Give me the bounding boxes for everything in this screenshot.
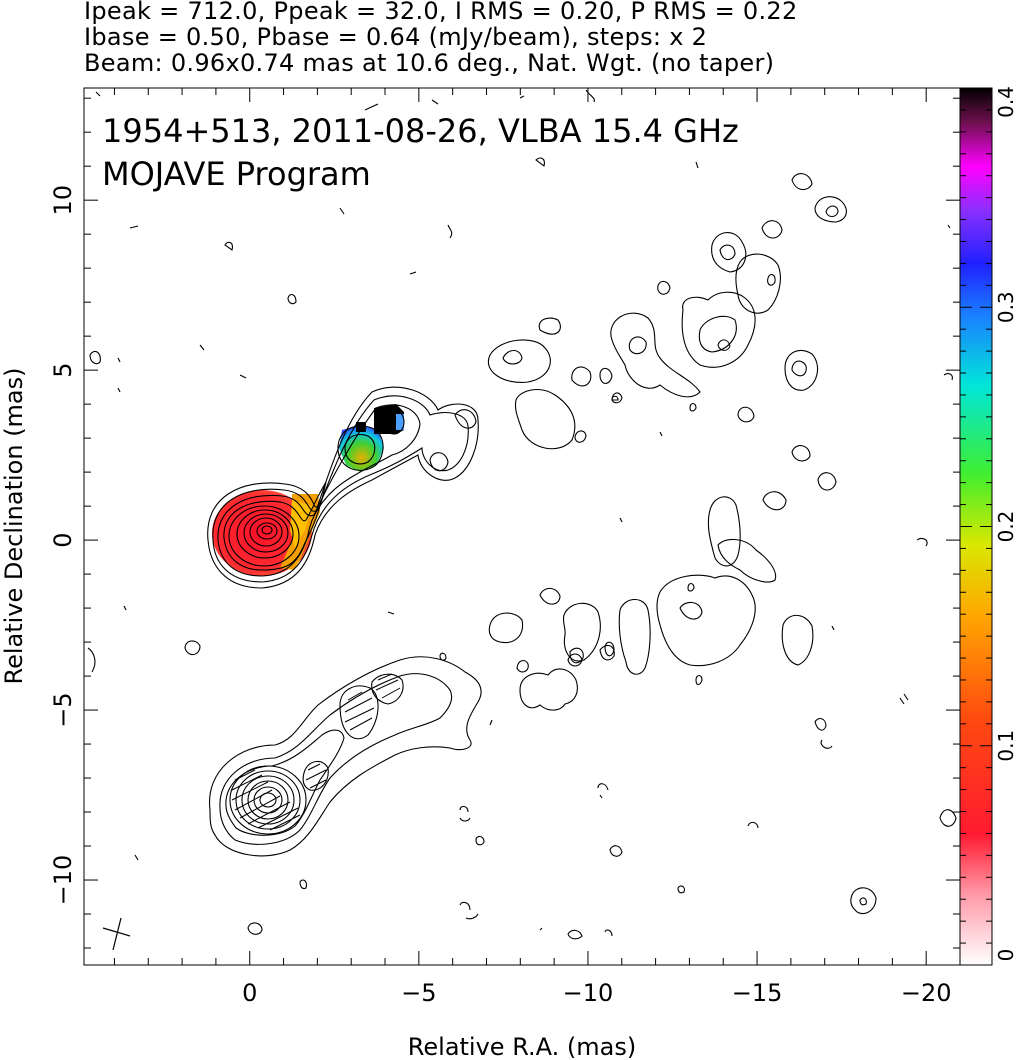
stokes-i-map xyxy=(87,640,957,940)
y-tick-label: 10 xyxy=(49,185,77,216)
x-tick-label: −5 xyxy=(401,979,436,1007)
header-line-2: Ibase = 0.50, Pbase = 0.64 (mJy/beam), s… xyxy=(84,23,708,51)
i-contour-9 xyxy=(259,792,277,808)
i-contour-2 xyxy=(219,673,453,845)
y-tick-label: 5 xyxy=(49,362,77,377)
colorbar-tick-label: 0 xyxy=(994,949,1018,962)
y-axis-label: Relative Declination (mas) xyxy=(0,367,28,684)
i-knot-contour-2 xyxy=(371,673,404,705)
x-axis-label: Relative R.A. (mas) xyxy=(408,1033,636,1060)
colorbar-ticks: 0 0.1 0.2 0.3 0.4 xyxy=(960,86,1018,966)
colorbar-tick-label: 0.3 xyxy=(994,291,1018,323)
i-knot-contour xyxy=(339,685,379,740)
contour-5 xyxy=(228,505,300,567)
upper-noise-contours xyxy=(89,89,953,631)
upper-jet-contours xyxy=(439,173,928,726)
i-contour-outer xyxy=(209,656,482,857)
pol-outer-blue-edge xyxy=(396,414,404,430)
i-hatching xyxy=(231,673,401,831)
lower-noise-contours xyxy=(87,640,957,940)
header-line-3: Beam: 0.96x0.74 mas at 10.6 deg., Nat. W… xyxy=(84,49,775,77)
y-tick-label: −5 xyxy=(49,692,77,727)
header-line-1: Ipeak = 712.0, Ppeak = 32.0, I RMS = 0.2… xyxy=(84,0,798,25)
x-tick-label: −15 xyxy=(732,979,783,1007)
knot-contour-1 xyxy=(337,425,384,471)
colorbar-tick-label: 0.1 xyxy=(994,730,1018,762)
program-label: MOJAVE Program xyxy=(102,155,371,193)
colorbar-tick-label: 0.4 xyxy=(994,86,1018,118)
knot-contour-2 xyxy=(344,433,376,465)
i-knot-contour-3 xyxy=(302,760,329,791)
contour-4 xyxy=(223,481,327,571)
source-label: 1954+513, 2011-08-26, VLBA 15.4 GHz xyxy=(102,112,739,150)
knot-contour-3 xyxy=(383,409,405,435)
i-contour-8 xyxy=(253,786,283,814)
i-contour-4 xyxy=(229,765,307,835)
contour-3 xyxy=(217,404,421,577)
contour-10 xyxy=(261,525,273,535)
contour-6 xyxy=(236,509,294,559)
contour-7 xyxy=(243,513,289,553)
x-tick-label: −10 xyxy=(563,979,614,1007)
beam-marker xyxy=(102,917,131,951)
i-contour-7 xyxy=(247,780,289,820)
i-contour-6 xyxy=(241,775,295,825)
pol-knot-black-pixel xyxy=(356,422,366,432)
polarization-map xyxy=(207,173,928,726)
contour-9 xyxy=(256,522,278,540)
knot-contour-4 xyxy=(429,452,449,472)
contour-8 xyxy=(249,517,283,547)
contour-outer xyxy=(207,386,479,589)
x-tick-label: −20 xyxy=(901,979,952,1007)
pol-core-ext-fill-2 xyxy=(290,500,312,548)
y-tick-label: 0 xyxy=(49,532,77,547)
knot-contour-5 xyxy=(454,409,477,429)
colorbar-tick-label: 0.2 xyxy=(994,511,1018,543)
axis-ticks: 0 −5 −10 −15 −20 10 5 0 −5 −10 xyxy=(49,88,961,1007)
y-tick-label: −10 xyxy=(49,855,77,906)
i-contour-5 xyxy=(235,770,301,830)
x-tick-label: 0 xyxy=(242,979,257,1007)
